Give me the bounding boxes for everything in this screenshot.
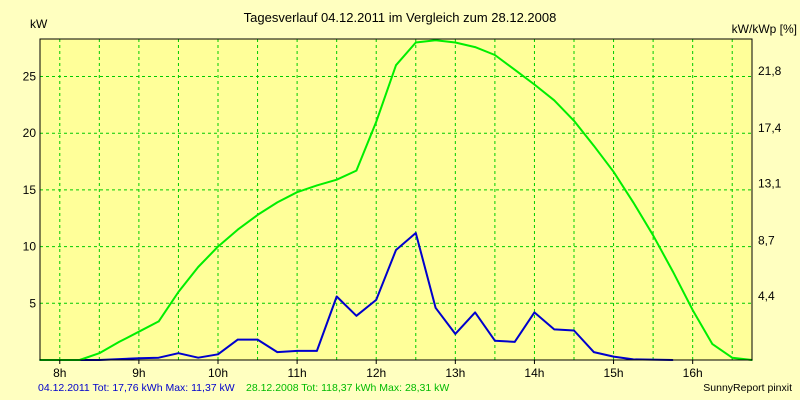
grid — [40, 39, 752, 360]
data-point-2 — [316, 184, 318, 187]
data-point-1 — [414, 232, 417, 234]
y-tick-label-left: 20 — [23, 126, 37, 140]
data-point-2 — [197, 266, 200, 268]
data-point-1 — [612, 355, 615, 358]
data-point-2 — [177, 291, 180, 293]
data-point-2 — [236, 228, 239, 231]
y-tick-label-right: 17,4 — [758, 121, 782, 135]
data-point-2 — [296, 191, 298, 193]
data-point-1 — [316, 350, 318, 352]
data-point-2 — [395, 64, 397, 66]
x-tick-label: 16h — [683, 366, 703, 380]
data-point-2 — [573, 119, 575, 122]
data-point-1 — [355, 314, 358, 317]
data-point-2 — [513, 68, 516, 71]
data-point-1 — [395, 249, 397, 251]
y-tick-label-right: 21,8 — [758, 64, 782, 78]
series-line-2 — [40, 39, 753, 361]
data-point-2 — [731, 356, 734, 359]
data-point-1 — [494, 339, 496, 342]
data-point-2 — [98, 352, 101, 354]
y-tick-label-left: 25 — [23, 70, 37, 84]
y-tick-label-left: 10 — [23, 240, 37, 254]
data-point-2 — [553, 99, 556, 102]
y-tick-label-left: 15 — [23, 183, 37, 197]
x-tick-label: 11h — [288, 366, 307, 380]
data-point-1 — [553, 328, 556, 331]
data-point-2 — [157, 320, 160, 323]
x-tick-label: 15h — [604, 366, 624, 380]
data-point-1 — [138, 357, 140, 360]
series-lines — [39, 39, 753, 361]
data-point-1 — [177, 352, 180, 354]
data-point-2 — [672, 270, 674, 273]
y-tick-label-right: 4,4 — [758, 289, 775, 303]
x-tick-label: 9h — [132, 366, 145, 380]
data-point-1 — [573, 329, 575, 332]
y-axis-left-label: kW — [30, 17, 48, 31]
data-point-2 — [355, 169, 358, 172]
data-point-1 — [335, 295, 338, 298]
data-point-1 — [256, 338, 259, 341]
y-tick-label-right: 13,1 — [758, 176, 782, 190]
tick-labels: 8h 9h 10h 11h 12h 13h 14h 15h 16h 5 10 15 20 25 4,4 8,7… — [23, 64, 782, 380]
data-point-2 — [711, 343, 714, 345]
y-tick-label-right: 8,7 — [758, 234, 775, 248]
data-point-1 — [236, 338, 239, 341]
data-point-1 — [217, 353, 219, 356]
x-tick-label: 8h — [53, 366, 66, 380]
data-point-2 — [138, 330, 140, 333]
data-point-2 — [612, 170, 615, 173]
data-point-2 — [592, 144, 595, 147]
data-point-2 — [414, 41, 417, 44]
data-point-1 — [276, 351, 279, 353]
data-point-2 — [118, 341, 120, 343]
data-point-1 — [375, 299, 378, 301]
plot-border — [39, 38, 753, 361]
data-point-2 — [454, 41, 457, 44]
data-point-1 — [197, 356, 200, 359]
data-point-1 — [533, 311, 536, 314]
data-point-2 — [335, 178, 338, 181]
plot-area — [40, 39, 752, 360]
x-tick-label: 10h — [208, 366, 228, 380]
data-point-2 — [494, 54, 496, 56]
x-tick-label: 13h — [445, 366, 465, 380]
data-point-1 — [434, 307, 437, 309]
footer-series2-summary: 28.12.2008 Tot: 118,37 kWh Max: 28,31 kW — [246, 382, 450, 394]
footer-series1-summary: 04.12.2011 Tot: 17,76 kWh Max: 11,37 kW — [38, 382, 235, 394]
data-point-2 — [375, 121, 378, 123]
data-point-2 — [474, 46, 476, 48]
data-point-2 — [434, 39, 437, 42]
data-point-1 — [296, 350, 298, 352]
y-tick-label-left: 5 — [29, 296, 36, 310]
data-point-2 — [691, 309, 694, 311]
data-point-2 — [652, 234, 654, 237]
data-point-2 — [632, 201, 635, 204]
data-point-2 — [276, 201, 279, 204]
x-tick-label: 14h — [524, 366, 544, 380]
data-point-2 — [217, 245, 219, 248]
data-point-1 — [157, 356, 160, 359]
data-point-1 — [592, 351, 595, 353]
x-tick-label: 12h — [366, 366, 386, 380]
chart-title: Tagesverlauf 04.12.2011 im Vergleich zum… — [243, 10, 557, 25]
y-axis-right-label: kW/kWp [%] — [732, 22, 797, 36]
data-point-2 — [256, 214, 259, 216]
footer-credit: SunnyReport pinxit — [703, 382, 792, 394]
data-point-1 — [474, 311, 476, 314]
data-point-1 — [513, 341, 516, 343]
data-point-1 — [454, 333, 457, 335]
data-point-2 — [533, 83, 536, 86]
